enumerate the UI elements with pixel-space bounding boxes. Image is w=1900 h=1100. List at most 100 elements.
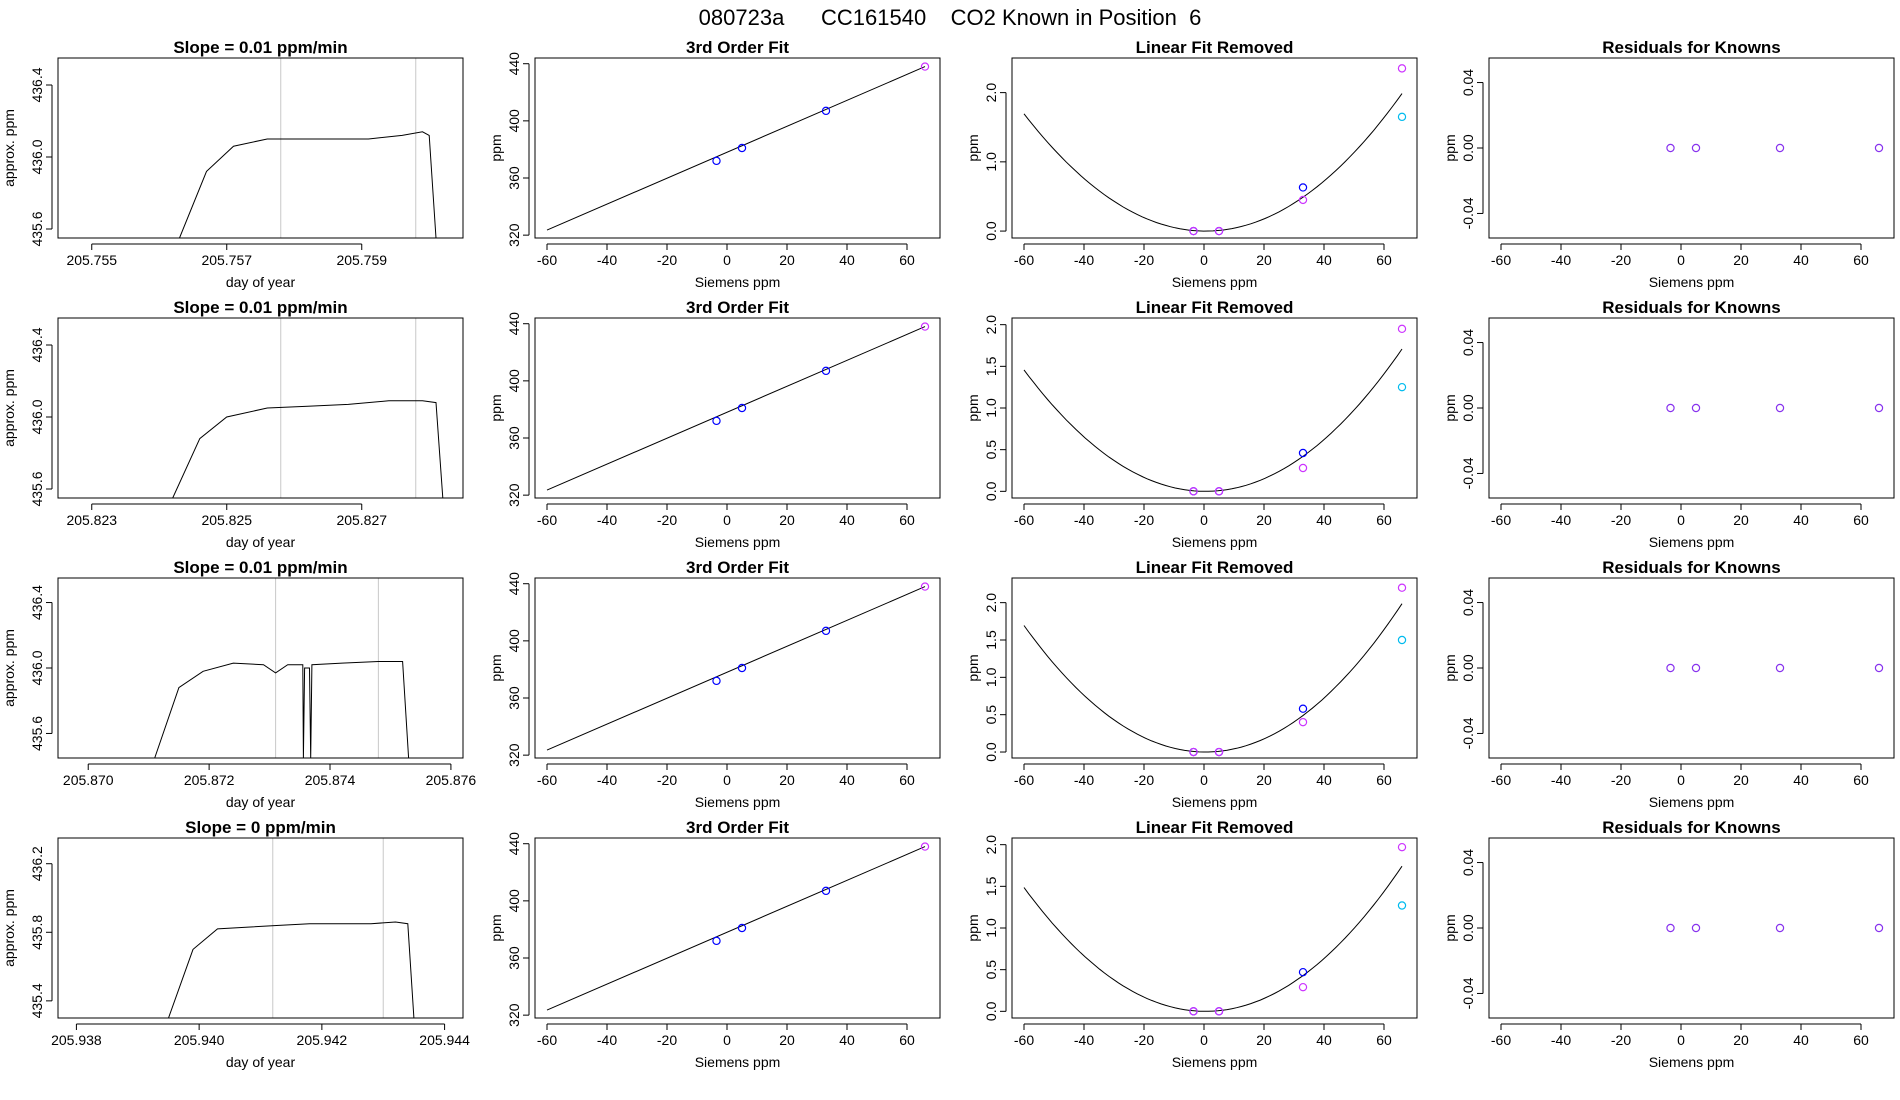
x-tick-label: 20 xyxy=(1256,512,1272,528)
x-tick-label: 40 xyxy=(839,1032,855,1048)
x-tick-label: 20 xyxy=(1256,1032,1272,1048)
x-tick-label: 205.874 xyxy=(305,772,356,788)
x-tick-label: 0 xyxy=(723,772,731,788)
x-axis-label: Siemens ppm xyxy=(695,794,781,810)
x-tick-label: 60 xyxy=(1376,252,1392,268)
y-tick-label: 435.4 xyxy=(29,983,45,1018)
data-point xyxy=(1298,704,1308,713)
x-tick-label: 20 xyxy=(1733,1032,1749,1048)
x-tick-label: 40 xyxy=(839,512,855,528)
data-point xyxy=(1874,923,1884,933)
data-point xyxy=(1874,663,1884,673)
y-tick-label: 1.0 xyxy=(983,918,999,938)
y-tick-label: 2.0 xyxy=(983,835,999,855)
x-tick-label: -60 xyxy=(537,772,557,788)
y-tick-label: 360 xyxy=(506,946,522,970)
data-point xyxy=(1691,403,1701,413)
x-tick-label: 60 xyxy=(1853,1032,1869,1048)
data-point xyxy=(1298,717,1308,727)
series-line xyxy=(172,400,444,498)
y-tick-label: 440 xyxy=(506,312,522,336)
y-axis-label: ppm xyxy=(488,654,504,681)
x-tick-label: 40 xyxy=(1316,512,1332,528)
data-point xyxy=(712,936,721,946)
y-tick-label: 2.0 xyxy=(983,83,999,103)
y-tick-label: 0.5 xyxy=(983,440,999,460)
data-layer xyxy=(546,582,930,751)
x-tick-label: -20 xyxy=(657,772,677,788)
panel-r4-c2: 3rd Order Fit -60 -40 -20 0 20 40 60 Siemens ppm… xyxy=(488,818,941,1070)
x-tick-label: -20 xyxy=(657,1032,677,1048)
plot-frame xyxy=(534,57,941,239)
fit-curve xyxy=(546,586,926,751)
y-tick-label: 0.04 xyxy=(1460,69,1476,96)
x-axis-label: day of year xyxy=(226,1054,296,1070)
data-point xyxy=(1397,324,1407,334)
data-point xyxy=(1214,226,1224,236)
x-tick-label: -20 xyxy=(657,252,677,268)
y-tick-label: 436.0 xyxy=(29,399,45,434)
data-point xyxy=(1775,143,1785,153)
y-axis-label: ppm xyxy=(1442,654,1458,681)
x-tick-label: -20 xyxy=(1134,1032,1154,1048)
y-tick-label: 1.0 xyxy=(983,398,999,418)
y-tick-label: 1.5 xyxy=(983,356,999,376)
x-tick-label: 205.827 xyxy=(336,512,387,528)
data-point xyxy=(1691,143,1701,153)
y-tick-label: 440 xyxy=(506,52,522,76)
y-tick-label: 436.0 xyxy=(29,139,45,174)
y-tick-label: 1.5 xyxy=(983,630,999,650)
panel-title: Slope = 0 ppm/min xyxy=(185,818,336,837)
x-axis-label: Siemens ppm xyxy=(695,534,781,550)
fit-curve xyxy=(1023,348,1403,492)
x-tick-label: 60 xyxy=(1376,1032,1392,1048)
x-tick-label: 0 xyxy=(1677,512,1685,528)
data-point xyxy=(1666,143,1675,153)
y-tick-label: 400 xyxy=(506,109,522,133)
x-tick-label: 0 xyxy=(1677,772,1685,788)
data-point xyxy=(1298,967,1308,977)
y-tick-label: 436.0 xyxy=(29,650,45,685)
y-tick-label: 440 xyxy=(506,832,522,856)
x-tick-label: -60 xyxy=(1491,772,1511,788)
data-point xyxy=(737,923,747,933)
x-axis-label: Siemens ppm xyxy=(1172,534,1258,550)
data-point xyxy=(821,626,831,636)
panel-r2-c4: Residuals for Knowns -60 -40 -20 0 20 40 60 Siem… xyxy=(1442,298,1895,550)
x-tick-label: -60 xyxy=(1491,252,1511,268)
y-tick-label: 360 xyxy=(506,426,522,450)
data-point xyxy=(1189,1007,1198,1016)
data-layer xyxy=(1666,923,1884,933)
fit-curve xyxy=(1023,93,1403,232)
y-tick-label: 0.00 xyxy=(1460,394,1476,421)
x-tick-label: -40 xyxy=(597,772,617,788)
data-point xyxy=(1775,403,1785,413)
data-point xyxy=(821,366,831,376)
x-tick-label: 0 xyxy=(723,512,731,528)
x-tick-label: 205.757 xyxy=(201,252,252,268)
data-layer xyxy=(168,921,415,1018)
x-tick-label: 60 xyxy=(899,772,915,788)
x-tick-label: 20 xyxy=(779,252,795,268)
x-tick-label: 205.876 xyxy=(426,772,477,788)
data-point xyxy=(1775,923,1785,933)
data-point xyxy=(1189,487,1198,496)
data-point xyxy=(920,842,930,851)
y-tick-label: 360 xyxy=(506,686,522,710)
y-tick-label: 436.4 xyxy=(29,585,45,620)
fit-curve xyxy=(1023,603,1403,753)
y-tick-label: 0.0 xyxy=(983,742,999,762)
x-tick-label: -60 xyxy=(1491,1032,1511,1048)
y-tick-label: 320 xyxy=(506,743,522,767)
data-point xyxy=(1298,183,1308,192)
y-axis-label: ppm xyxy=(1442,914,1458,941)
x-tick-label: 40 xyxy=(1316,772,1332,788)
x-tick-label: -40 xyxy=(1074,1032,1094,1048)
y-tick-label: 2.0 xyxy=(983,315,999,335)
x-tick-label: 60 xyxy=(1376,772,1392,788)
x-tick-label: 40 xyxy=(839,772,855,788)
panel-title: Residuals for Knowns xyxy=(1602,818,1781,837)
x-tick-label: 205.825 xyxy=(201,512,252,528)
x-tick-label: 60 xyxy=(899,1032,915,1048)
y-axis-label: ppm xyxy=(1442,394,1458,421)
